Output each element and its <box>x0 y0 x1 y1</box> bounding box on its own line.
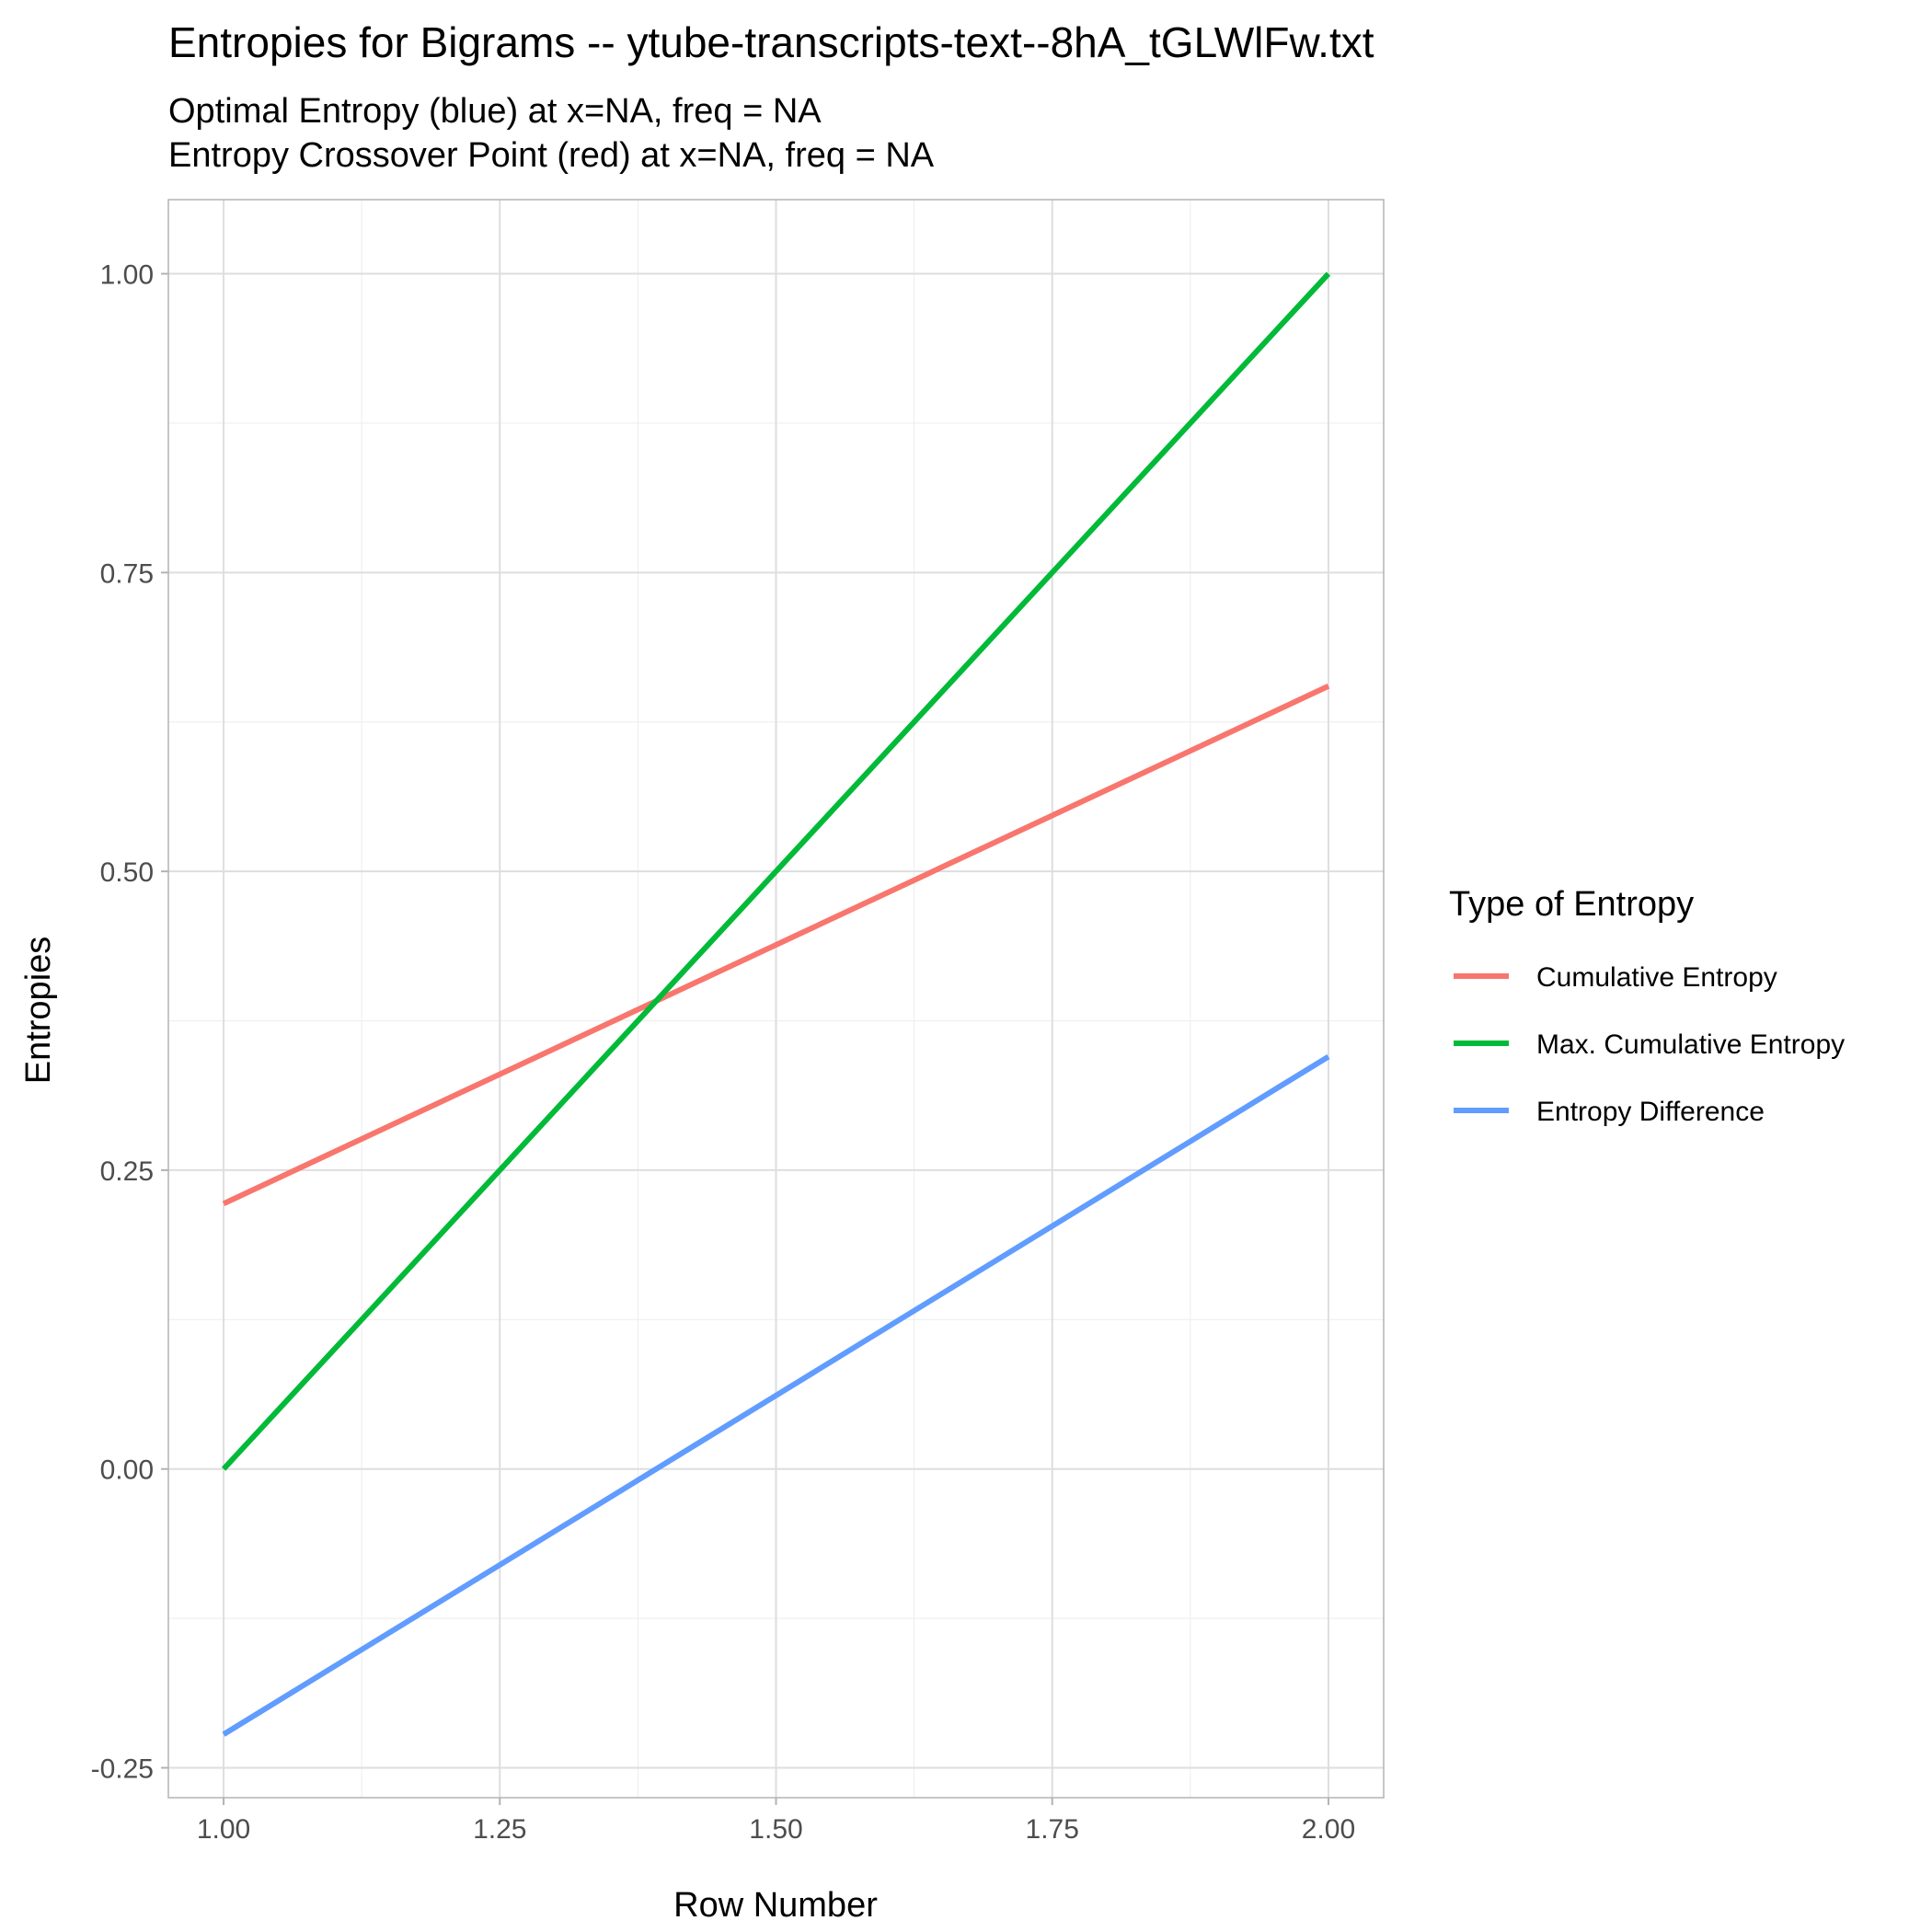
chart-title: Entropies for Bigrams -- ytube-transcrip… <box>168 18 1374 66</box>
legend-label: Max. Cumulative Entropy <box>1536 1029 1845 1060</box>
y-tick-label: 0.50 <box>100 857 154 888</box>
chart-subtitle-line-1: Optimal Entropy (blue) at x=NA, freq = N… <box>168 92 822 131</box>
legend-label: Cumulative Entropy <box>1536 962 1777 993</box>
series-lines <box>221 271 1331 1737</box>
y-tick-label: 1.00 <box>100 260 154 291</box>
legend-label: Entropy Difference <box>1536 1097 1765 1127</box>
y-axis-ticks: -0.25 0.00 0.25 0.50 0.75 1.00 <box>91 260 168 1785</box>
legend: Type of Entropy Cumulative Entropy Max. C… <box>1449 885 1845 1127</box>
y-tick-label: 0.00 <box>100 1455 154 1486</box>
major-gridlines <box>168 200 1384 1798</box>
y-axis-title: Entropies <box>19 937 58 1085</box>
x-tick-label: 1.25 <box>473 1814 526 1845</box>
series-line-max-cumulative-entropy <box>221 271 1331 1471</box>
x-axis-title: Row Number <box>673 1886 878 1925</box>
y-tick-label: 0.75 <box>100 558 154 589</box>
legend-title: Type of Entropy <box>1449 885 1694 924</box>
x-tick-label: 1.00 <box>197 1814 250 1845</box>
legend-items: Cumulative Entropy Max. Cumulative Entrop… <box>1454 962 1845 1127</box>
x-axis-ticks: 1.00 1.25 1.50 1.75 2.00 <box>197 1798 1355 1845</box>
x-tick-label: 1.75 <box>1026 1814 1079 1845</box>
y-tick-label: 0.25 <box>100 1156 154 1187</box>
y-tick-label: -0.25 <box>91 1754 154 1785</box>
x-tick-label: 1.50 <box>749 1814 802 1845</box>
chart-subtitle-line-2: Entropy Crossover Point (red) at x=NA, f… <box>168 136 935 175</box>
series-line-entropy-difference <box>222 1053 1330 1737</box>
x-tick-label: 2.00 <box>1302 1814 1355 1845</box>
series-line-cumulative-entropy <box>222 684 1330 1207</box>
